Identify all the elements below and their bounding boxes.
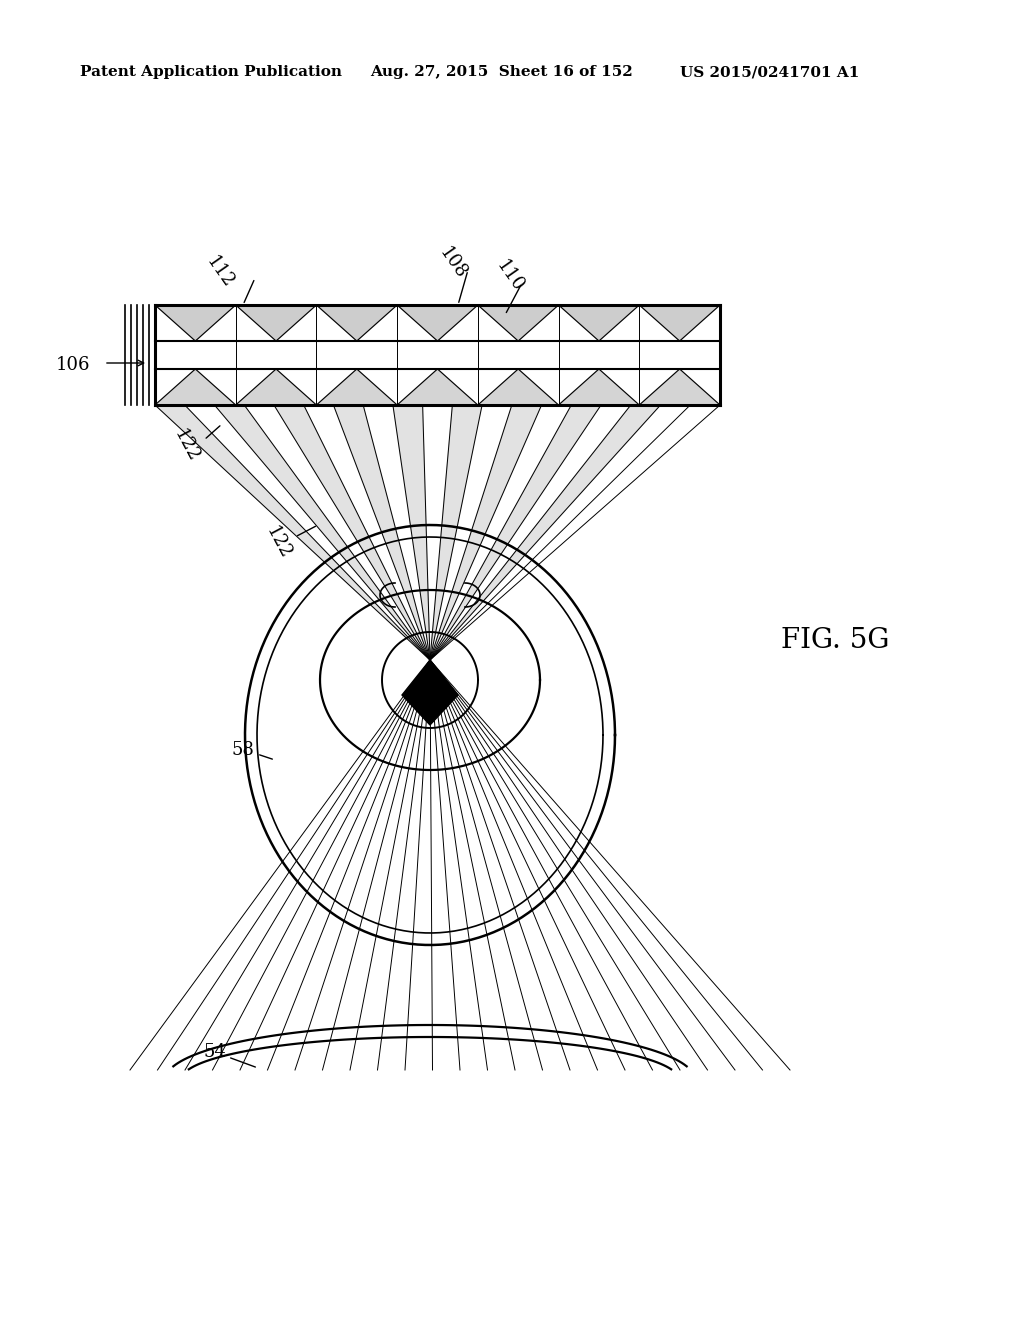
Polygon shape	[558, 370, 639, 405]
Polygon shape	[558, 305, 639, 341]
Text: FIG. 5G: FIG. 5G	[781, 627, 889, 653]
Polygon shape	[478, 370, 558, 405]
Polygon shape	[274, 405, 430, 660]
Text: 54: 54	[204, 1043, 226, 1061]
Polygon shape	[430, 405, 601, 660]
Polygon shape	[155, 370, 236, 405]
Text: 110: 110	[493, 256, 527, 296]
Polygon shape	[334, 405, 430, 660]
Polygon shape	[639, 370, 720, 405]
Text: US 2015/0241701 A1: US 2015/0241701 A1	[680, 65, 859, 79]
Ellipse shape	[420, 682, 440, 698]
Polygon shape	[393, 405, 430, 660]
Polygon shape	[214, 405, 430, 660]
Text: Patent Application Publication: Patent Application Publication	[80, 65, 342, 79]
Polygon shape	[430, 405, 660, 660]
Text: 112: 112	[203, 252, 238, 292]
Polygon shape	[430, 405, 482, 660]
Polygon shape	[316, 305, 397, 341]
Text: 122: 122	[262, 524, 294, 562]
Text: Aug. 27, 2015  Sheet 16 of 152: Aug. 27, 2015 Sheet 16 of 152	[370, 65, 633, 79]
Polygon shape	[397, 305, 478, 341]
Polygon shape	[316, 370, 397, 405]
Text: 58: 58	[231, 741, 254, 759]
Polygon shape	[478, 305, 558, 341]
Polygon shape	[236, 370, 316, 405]
Polygon shape	[236, 305, 316, 341]
Text: 108: 108	[436, 244, 470, 282]
Polygon shape	[402, 660, 458, 725]
Polygon shape	[430, 405, 542, 660]
Polygon shape	[155, 305, 236, 341]
Polygon shape	[639, 305, 720, 341]
Polygon shape	[397, 370, 478, 405]
Polygon shape	[155, 405, 430, 660]
Text: 106: 106	[55, 356, 90, 374]
Text: 122: 122	[170, 426, 202, 466]
